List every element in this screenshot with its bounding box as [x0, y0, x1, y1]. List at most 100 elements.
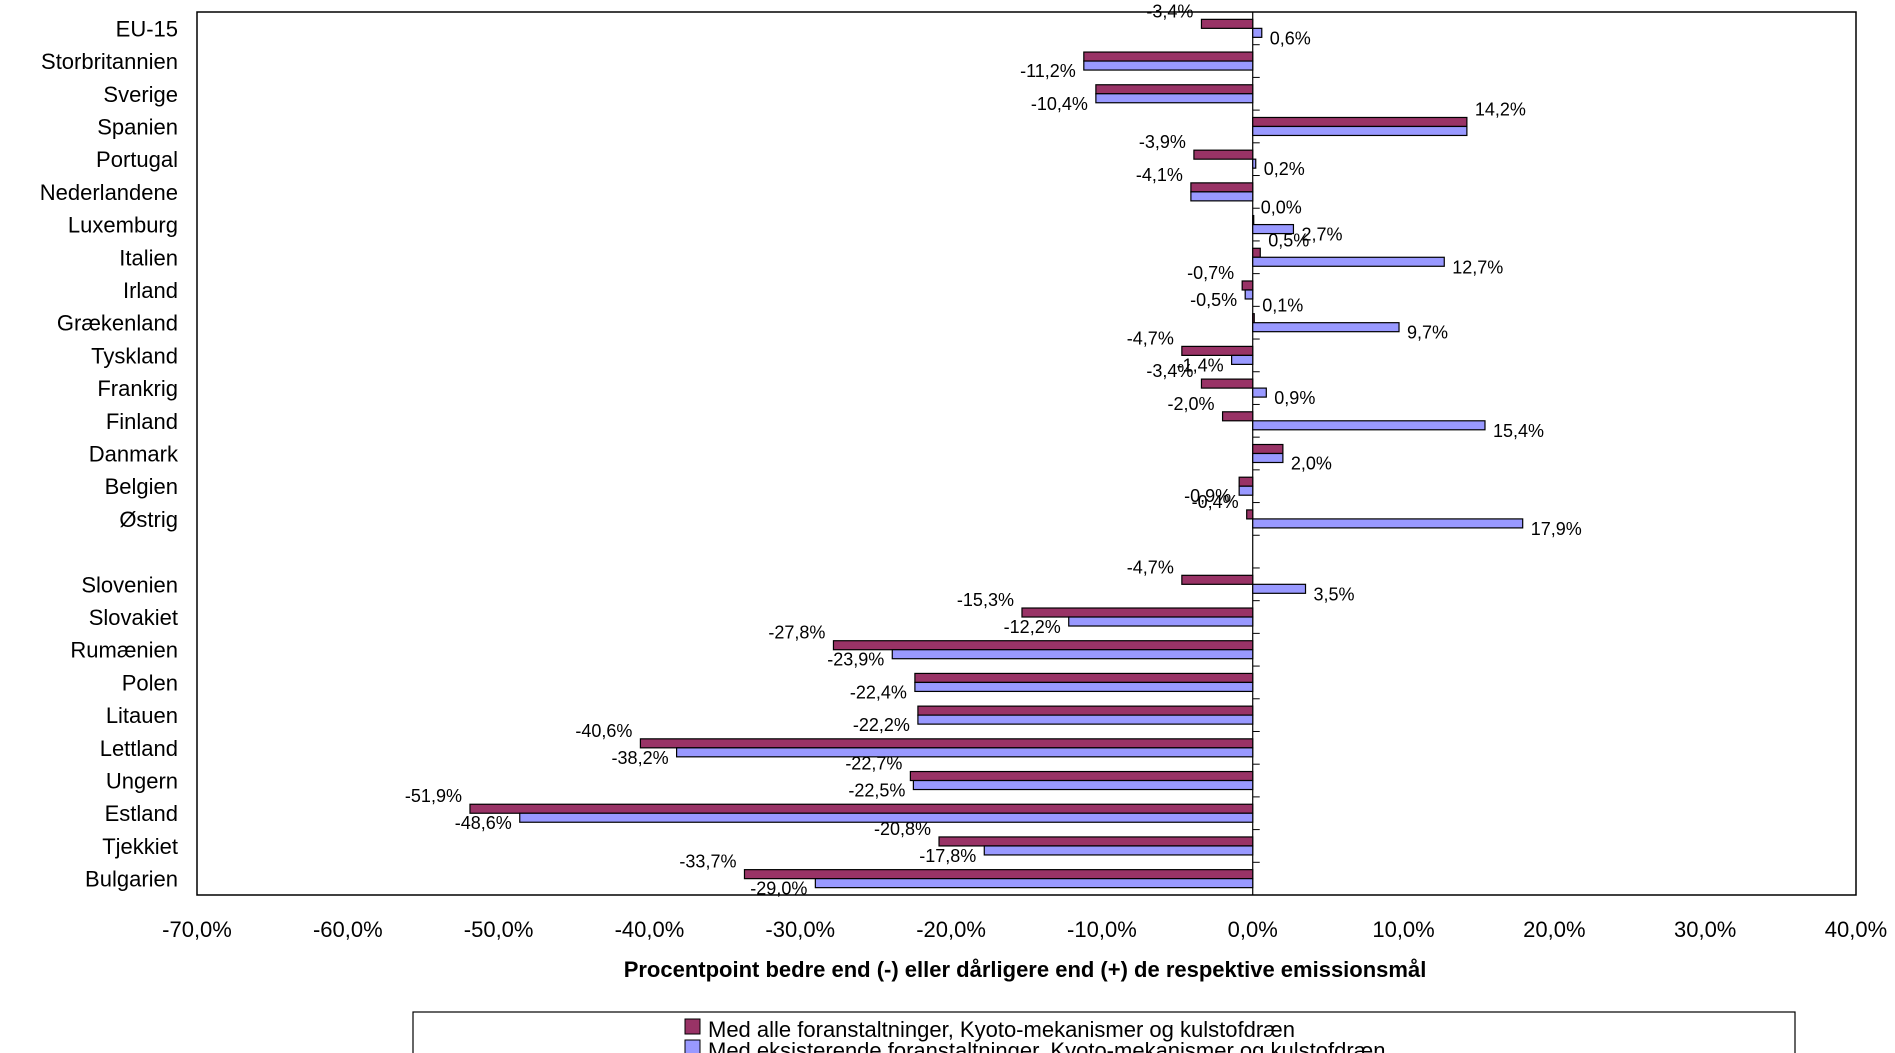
category-label: Frankrig — [97, 376, 178, 401]
data-label-series-2: 9,7% — [1407, 323, 1448, 343]
data-label-series-1: -3,4% — [1146, 361, 1193, 381]
bar-series-1 — [1241, 280, 1254, 291]
bar-series-2 — [1252, 223, 1295, 235]
data-label-series-2: -11,2% — [1020, 61, 1076, 81]
category-label: Nederlandene — [40, 180, 178, 205]
bar-series-1 — [1252, 443, 1284, 455]
data-label-series-1: -0,4% — [1192, 492, 1239, 512]
data-label-series-2: 12,7% — [1452, 257, 1503, 277]
data-label-series-2: 2,7% — [1301, 225, 1342, 245]
bar-series-1 — [1252, 116, 1468, 128]
bar-series-2 — [676, 747, 1254, 758]
bar-series-1 — [1095, 84, 1254, 95]
x-tick-label: -60,0% — [313, 917, 383, 942]
data-label-series-1: -0,7% — [1187, 263, 1234, 283]
data-label-series-2: -17,8% — [919, 846, 976, 866]
category-label: Ungern — [106, 769, 178, 794]
bar-series-1 — [469, 803, 1254, 814]
legend: Med alle foranstaltninger, Kyoto-mekanis… — [412, 1011, 1796, 1053]
data-label-series-2: -1,4% — [1177, 355, 1224, 375]
legend-label-series-2: Med eksisterende foranstaltninger, Kyoto… — [708, 1038, 1385, 1053]
data-label-series-1: -33,7% — [679, 852, 736, 872]
bar-series-1 — [938, 836, 1254, 847]
data-label-series-1: -3,9% — [1139, 132, 1186, 152]
data-label-series-1: -51,9% — [405, 786, 462, 806]
x-tick-label: -70,0% — [162, 917, 232, 942]
data-label-series-1: 0,0% — [1261, 198, 1302, 218]
data-label-series-2: 2,0% — [1291, 454, 1332, 474]
category-label: Spanien — [97, 114, 178, 139]
data-label-series-2: 17,9% — [1531, 519, 1582, 539]
data-label-series-2: -29,0% — [750, 879, 807, 899]
data-label-series-1: -2,0% — [1168, 394, 1215, 414]
category-label: Luxemburg — [68, 213, 178, 238]
category-label: Danmark — [89, 442, 179, 467]
x-tick-label: 10,0% — [1372, 917, 1434, 942]
bar-series-1 — [1252, 313, 1255, 324]
data-label-series-1: -4,7% — [1127, 328, 1174, 348]
category-label: Estland — [105, 801, 178, 826]
x-tick-label: 20,0% — [1523, 917, 1585, 942]
category-label: Slovakiet — [89, 605, 178, 630]
category-label: Bulgarien — [85, 867, 178, 892]
data-label-series-2: -22,4% — [850, 682, 907, 702]
x-tick-label: 40,0% — [1825, 917, 1887, 942]
bar-series-2 — [1238, 485, 1254, 496]
data-label-series-2: 0,9% — [1274, 388, 1315, 408]
bar-series-2 — [814, 878, 1254, 889]
category-label: Tyskland — [91, 343, 178, 368]
category-label: Lettland — [100, 736, 178, 761]
x-tick-label: -30,0% — [765, 917, 835, 942]
data-label-series-2: -23,9% — [827, 650, 884, 670]
category-label: Finland — [106, 409, 178, 434]
bar-series-1 — [914, 672, 1254, 684]
data-label-series-2: -38,2% — [612, 748, 669, 768]
x-axis-title: Procentpoint bedre end (-) eller dårlige… — [624, 957, 1427, 982]
data-label-series-2: 3,5% — [1314, 584, 1355, 604]
bar-series-2 — [1252, 583, 1307, 594]
bar-series-2 — [1231, 354, 1254, 365]
bar-series-2 — [917, 714, 1254, 725]
data-label-series-1: -3,4% — [1146, 1, 1193, 21]
data-label-series-2: -12,2% — [1004, 617, 1061, 637]
bar-series-1 — [1252, 214, 1255, 226]
x-tick-label: -10,0% — [1067, 917, 1137, 942]
data-label-series-2: 15,4% — [1493, 421, 1544, 441]
data-label-series-2: -48,6% — [455, 813, 512, 833]
legend-swatch-series-2 — [684, 1039, 701, 1053]
category-label: Polen — [122, 670, 178, 695]
bar-series-1 — [1238, 476, 1254, 487]
bar-series-1 — [1193, 149, 1254, 160]
data-label-series-2: -0,9% — [1184, 486, 1231, 506]
x-tick-label: -50,0% — [464, 917, 534, 942]
data-label-series-2: -10,4% — [1031, 94, 1088, 114]
bar-series-2 — [1252, 387, 1267, 398]
category-label: Rumænien — [70, 638, 178, 663]
bar-series-2 — [1252, 518, 1524, 529]
bar-series-1 — [832, 640, 1254, 651]
legend-label-series-1: Med alle foranstaltninger, Kyoto-mekanis… — [708, 1017, 1295, 1042]
legend-swatch-series-1 — [684, 1018, 701, 1035]
data-label-series-2: -22,2% — [853, 715, 910, 735]
x-tick-label: 0,0% — [1228, 917, 1278, 942]
category-label: Storbritannien — [41, 49, 178, 74]
bar-series-1 — [1221, 411, 1254, 422]
bar-series-1 — [743, 869, 1254, 880]
bar-series-2 — [1252, 158, 1257, 169]
bar-series-2 — [1068, 616, 1254, 627]
data-label-series-1: -40,6% — [575, 721, 632, 741]
bar-series-1 — [1181, 574, 1254, 585]
category-label: Slovenien — [81, 572, 178, 597]
category-label: Grækenland — [57, 311, 178, 336]
category-label: Irland — [123, 278, 178, 303]
bar-series-1 — [1252, 247, 1261, 258]
bar-series-2 — [1244, 289, 1254, 300]
data-label-series-1: -4,1% — [1136, 165, 1183, 185]
x-tick-label: 30,0% — [1674, 917, 1736, 942]
bar-series-2 — [912, 779, 1254, 791]
category-label: Østrig — [119, 507, 178, 532]
bar-series-2 — [1252, 125, 1468, 137]
data-label-series-1: -4,7% — [1127, 557, 1174, 577]
bar-series-2 — [1252, 322, 1400, 333]
